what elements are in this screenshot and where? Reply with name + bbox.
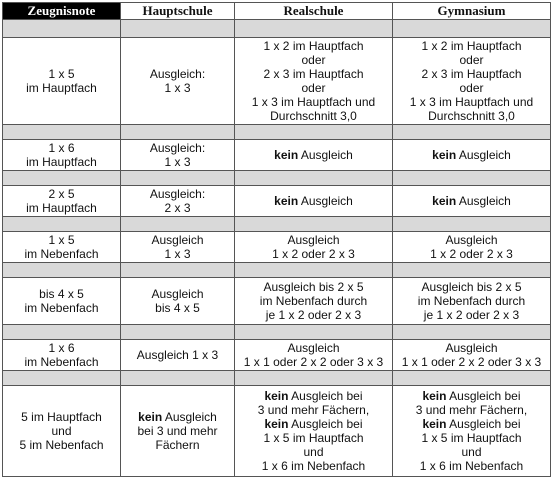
header-realschule: Realschule: [234, 2, 393, 20]
separator-row: [2, 124, 551, 140]
realschule-cell: kein Ausgleich bei 3 und mehr Fächern, k…: [234, 385, 393, 477]
separator-row: [2, 324, 551, 340]
gymnasium-cell: Ausgleich 1 x 1 oder 2 x 2 oder 3 x 3: [392, 339, 551, 371]
hauptschule-cell: Ausgleich 1 x 3: [120, 231, 235, 263]
grade-cell: 1 x 6 im Hauptfach: [2, 139, 121, 171]
realschule-cell: Ausgleich 1 x 2 oder 2 x 3: [234, 231, 393, 263]
separator-row: [2, 262, 551, 278]
table-row: 1 x 6 im Hauptfach Ausgleich: 1 x 3 kein…: [2, 139, 551, 171]
hauptschule-cell: Ausgleich: 1 x 3: [120, 37, 235, 125]
separator-row: [2, 216, 551, 232]
grade-cell: bis 4 x 5 im Nebenfach: [2, 277, 121, 325]
separator-row: [2, 19, 551, 38]
realschule-cell: 1 x 2 im Hauptfach oder 2 x 3 im Hauptfa…: [234, 37, 393, 125]
grade-cell: 1 x 6 im Nebenfach: [2, 339, 121, 371]
header-row: Zeugnisnote Hauptschule Realschule Gymna…: [2, 2, 551, 20]
separator-row: [2, 370, 551, 386]
separator-row: [2, 170, 551, 186]
grade-cell: 2 x 5 im Hauptfach: [2, 185, 121, 217]
hauptschule-cell: kein Ausgleich bei 3 und mehr Fächern: [120, 385, 235, 477]
header-gymnasium: Gymnasium: [392, 2, 551, 20]
realschule-cell: kein Ausgleich: [234, 139, 393, 171]
table-row: 2 x 5 im Hauptfach Ausgleich: 2 x 3 kein…: [2, 185, 551, 217]
gymnasium-cell: kein Ausgleich: [392, 185, 551, 217]
gymnasium-cell: kein Ausgleich: [392, 139, 551, 171]
table-row: bis 4 x 5 im Nebenfach Ausgleich bis 4 x…: [2, 277, 551, 325]
gymnasium-cell: Ausgleich bis 2 x 5 im Nebenfach durch j…: [392, 277, 551, 325]
hauptschule-cell: Ausgleich: 2 x 3: [120, 185, 235, 217]
grade-cell: 1 x 5 im Hauptfach: [2, 37, 121, 125]
table-row: 5 im Hauptfach und 5 im Nebenfach kein A…: [2, 385, 551, 477]
realschule-cell: Ausgleich bis 2 x 5 im Nebenfach durch j…: [234, 277, 393, 325]
hauptschule-cell: Ausgleich 1 x 3: [120, 339, 235, 371]
header-zeugnisnote: Zeugnisnote: [2, 2, 121, 20]
gymnasium-cell: kein Ausgleich bei 3 und mehr Fächern, k…: [392, 385, 551, 477]
realschule-cell: Ausgleich 1 x 1 oder 2 x 2 oder 3 x 3: [234, 339, 393, 371]
table-row: 1 x 5 im Hauptfach Ausgleich: 1 x 3 1 x …: [2, 37, 551, 125]
gymnasium-cell: Ausgleich 1 x 2 oder 2 x 3: [392, 231, 551, 263]
table-row: 1 x 5 im Nebenfach Ausgleich 1 x 3 Ausgl…: [2, 231, 551, 263]
grade-cell: 5 im Hauptfach und 5 im Nebenfach: [2, 385, 121, 477]
header-hauptschule: Hauptschule: [120, 2, 235, 20]
table-row: 1 x 6 im Nebenfach Ausgleich 1 x 3 Ausgl…: [2, 339, 551, 371]
hauptschule-cell: Ausgleich: 1 x 3: [120, 139, 235, 171]
hauptschule-cell: Ausgleich bis 4 x 5: [120, 277, 235, 325]
gymnasium-cell: 1 x 2 im Hauptfach oder 2 x 3 im Hauptfa…: [392, 37, 551, 125]
realschule-cell: kein Ausgleich: [234, 185, 393, 217]
grade-cell: 1 x 5 im Nebenfach: [2, 231, 121, 263]
